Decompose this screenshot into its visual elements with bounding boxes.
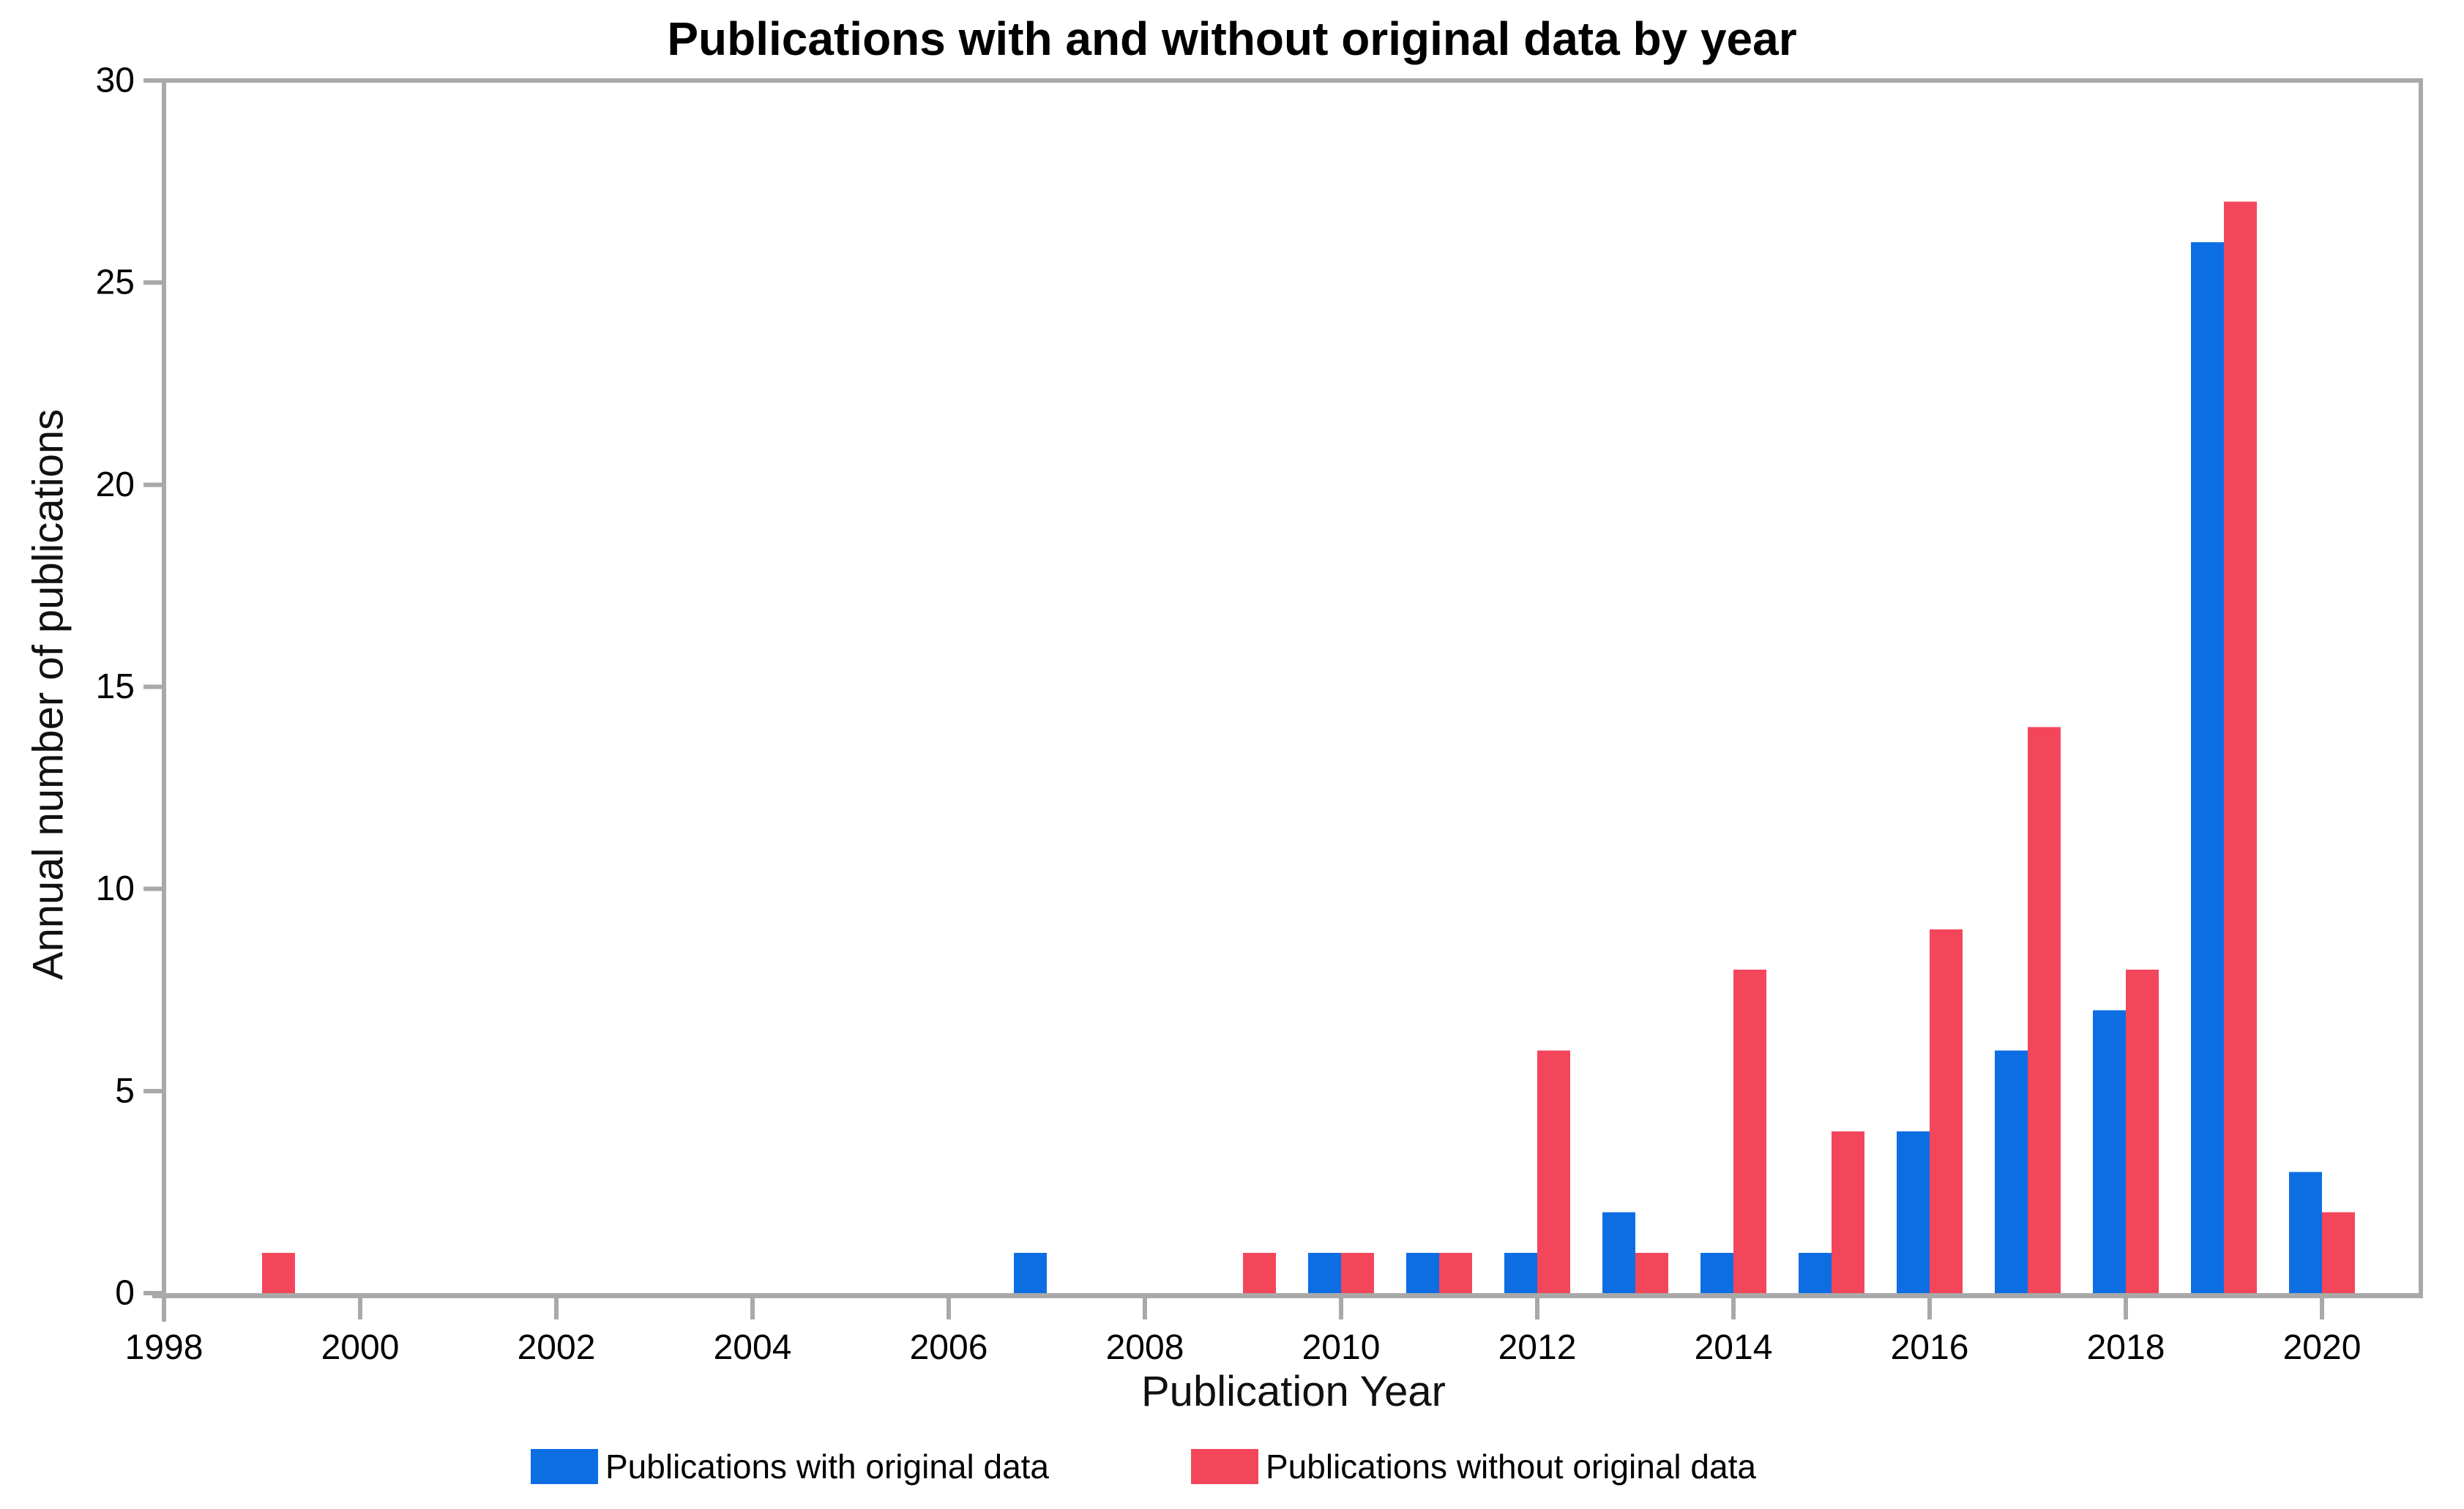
x-tick-label-2020: 2020 (2283, 1328, 2362, 1367)
y-tick-25 (143, 280, 164, 285)
bar-with-original-data-2019 (2191, 241, 2224, 1293)
bar-with-original-data-2012 (1504, 1252, 1537, 1293)
x-tick-label-2012: 2012 (1498, 1328, 1577, 1367)
legend-label-without-original-data: Publications without original data (1266, 1448, 1756, 1486)
bar-with-original-data-2014 (1700, 1252, 1733, 1293)
y-axis-title: Annual number of publications (24, 408, 72, 981)
x-tick-label-2000: 2000 (321, 1328, 400, 1367)
bar-with-original-data-2020 (2289, 1172, 2322, 1293)
bar-without-original-data-2018 (2126, 970, 2159, 1293)
y-tick-label-0: 0 (115, 1274, 135, 1313)
x-tick-label-2018: 2018 (2087, 1328, 2165, 1367)
bar-with-original-data-2013 (1602, 1212, 1635, 1293)
x-tick-label-2002: 2002 (518, 1328, 596, 1367)
x-tick-label-2006: 2006 (910, 1328, 988, 1367)
y-tick-30 (143, 78, 164, 83)
y-tick-5 (143, 1088, 164, 1093)
bar-with-original-data-2010 (1308, 1252, 1341, 1293)
x-axis-title: Publication Year (1141, 1368, 1446, 1415)
y-tick-label-25: 25 (96, 263, 135, 302)
bar-with-original-data-2015 (1799, 1252, 1832, 1293)
y-tick-10 (143, 886, 164, 891)
x-tick-label-2016: 2016 (1891, 1328, 1969, 1367)
plot-top-border (143, 78, 2423, 83)
x-tick-2006 (947, 1298, 951, 1319)
x-tick-label-2014: 2014 (1695, 1328, 1773, 1367)
y-tick-label-15: 15 (96, 667, 135, 706)
y-axis-line (162, 78, 166, 1322)
x-tick-2008 (1143, 1298, 1147, 1319)
bar-with-original-data-2018 (2093, 1010, 2126, 1293)
bar-without-original-data-2014 (1733, 970, 1766, 1293)
x-tick-2002 (554, 1298, 559, 1319)
bar-without-original-data-2015 (1832, 1131, 1864, 1293)
y-tick-label-10: 10 (96, 869, 135, 908)
x-tick-2000 (358, 1298, 362, 1319)
x-tick-2004 (750, 1298, 755, 1319)
bar-without-original-data-2009 (1243, 1252, 1276, 1293)
x-tick-2016 (1927, 1298, 1932, 1319)
x-tick-label-1998: 1998 (125, 1328, 204, 1367)
x-axis-line (152, 1293, 2423, 1298)
bar-without-original-data-2011 (1439, 1252, 1472, 1293)
x-tick-2020 (2320, 1298, 2324, 1319)
bar-with-original-data-2016 (1897, 1131, 1930, 1293)
bar-with-original-data-2007 (1014, 1252, 1047, 1293)
x-tick-label-2010: 2010 (1302, 1328, 1381, 1367)
x-tick-2012 (1535, 1298, 1539, 1319)
x-tick-label-2008: 2008 (1106, 1328, 1184, 1367)
legend-label-with-original-data: Publications with original data (605, 1448, 1050, 1486)
y-tick-label-20: 20 (96, 465, 135, 504)
bar-without-original-data-2012 (1537, 1050, 1570, 1293)
bar-with-original-data-2017 (1995, 1050, 2028, 1293)
bar-without-original-data-2013 (1635, 1252, 1668, 1293)
legend-swatch-without-original-data (1191, 1449, 1258, 1484)
x-tick-label-2004: 2004 (714, 1328, 792, 1367)
bar-without-original-data-2016 (1930, 929, 1963, 1293)
y-tick-15 (143, 684, 164, 689)
bar-without-original-data-1999 (262, 1252, 295, 1293)
y-tick-label-5: 5 (115, 1071, 135, 1110)
y-tick-0 (143, 1291, 164, 1295)
y-tick-label-30: 30 (96, 61, 135, 100)
bar-with-original-data-2011 (1406, 1252, 1439, 1293)
plot-right-border (2419, 80, 2423, 1298)
x-tick-1998 (162, 1298, 166, 1319)
legend: Publications with original data Publicat… (0, 1448, 2464, 1489)
chart-title: Publications with and without original d… (667, 12, 1797, 65)
x-tick-2010 (1339, 1298, 1343, 1319)
bar-without-original-data-2010 (1341, 1252, 1374, 1293)
legend-swatch-with-original-data (531, 1449, 598, 1484)
x-tick-2014 (1731, 1298, 1736, 1319)
legend-item-without-original-data: Publications without original data (1191, 1448, 1756, 1486)
bar-without-original-data-2019 (2224, 201, 2257, 1294)
x-tick-2018 (2124, 1298, 2128, 1319)
bar-without-original-data-2017 (2028, 727, 2061, 1293)
bar-without-original-data-2020 (2322, 1212, 2355, 1293)
y-tick-20 (143, 482, 164, 487)
legend-item-with-original-data: Publications with original data (531, 1448, 1049, 1486)
